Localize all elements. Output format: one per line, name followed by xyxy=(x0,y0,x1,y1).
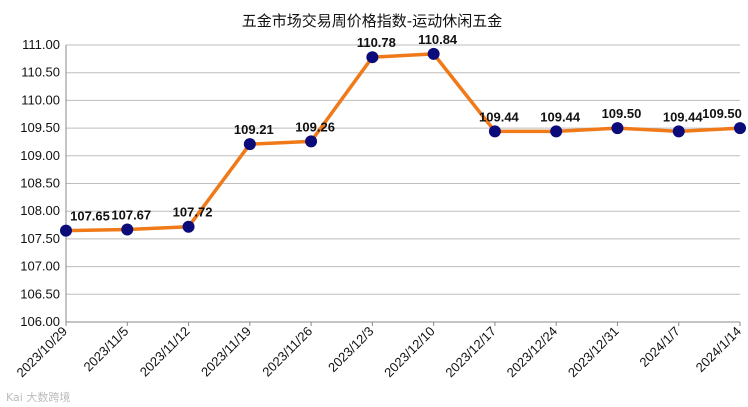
x-tick-label: 2023/12/10 xyxy=(381,324,438,381)
series-line xyxy=(65,52,741,233)
y-tick-label: 106.50 xyxy=(20,286,60,301)
x-tick-label: 2024/1/14 xyxy=(693,324,745,376)
y-tick-label: 110.50 xyxy=(21,65,60,80)
data-label: 107.65 xyxy=(70,209,110,224)
marker-group xyxy=(60,47,746,237)
x-tick-label: 2023/12/3 xyxy=(325,324,377,376)
data-point xyxy=(121,223,134,236)
y-tick-label: 110.00 xyxy=(21,92,60,107)
watermark: Kai 大数跨境 xyxy=(6,390,70,404)
y-tick-label: 106.00 xyxy=(20,314,60,329)
data-point xyxy=(427,47,440,60)
data-label: 110.78 xyxy=(357,35,396,50)
y-tick-label: 108.00 xyxy=(20,203,60,218)
x-tick-labels: 2023/10/29 2023/11/5 2023/11/12 2023/11/19 2… xyxy=(13,324,744,381)
data-label: 110.84 xyxy=(418,32,458,47)
data-point xyxy=(672,125,685,138)
data-label: 107.72 xyxy=(173,205,213,220)
x-tick-label: 2023/11/19 xyxy=(198,324,254,380)
data-label: 107.67 xyxy=(111,207,151,222)
axes xyxy=(65,45,741,326)
x-tick-label: 2023/12/17 xyxy=(442,324,499,381)
series-line-group xyxy=(65,52,741,233)
data-point xyxy=(60,224,72,237)
data-label: 109.44 xyxy=(540,109,581,124)
y-tick-label: 107.50 xyxy=(20,231,60,246)
y-tick-label: 111.00 xyxy=(22,37,60,52)
y-tick-labels: 106.00 106.50 107.00 107.50 108.00 108.50 109.… xyxy=(20,37,60,329)
gridlines xyxy=(66,44,740,323)
data-label: 109.50 xyxy=(702,106,742,121)
x-tick-label: 2024/1/7 xyxy=(636,324,682,370)
y-tick-label: 108.50 xyxy=(20,176,60,191)
data-point xyxy=(734,122,746,135)
x-tick-label: 2023/11/26 xyxy=(259,324,315,380)
x-tick-label: 2023/12/31 xyxy=(565,324,622,381)
y-tick-label: 107.00 xyxy=(20,259,60,274)
x-tick-label: 2023/10/29 xyxy=(13,324,70,381)
data-label: 109.44 xyxy=(479,109,520,124)
x-tick-label: 2023/11/5 xyxy=(81,324,132,375)
chart-title: 五金市场交易周价格指数-运动休闲五金 xyxy=(242,12,502,30)
data-point xyxy=(243,138,256,151)
y-tick-label: 109.50 xyxy=(20,120,60,135)
data-label: 109.44 xyxy=(663,109,704,124)
data-point xyxy=(488,125,501,138)
data-label-group: 107.65 107.67 107.72 109.21 109.26 110.78 110.… xyxy=(70,32,742,224)
data-label: 109.50 xyxy=(602,106,642,121)
data-point xyxy=(305,135,318,148)
data-label: 109.26 xyxy=(295,119,335,134)
data-point xyxy=(611,122,624,135)
x-tick-label: 2023/12/24 xyxy=(504,324,561,381)
data-point xyxy=(366,51,379,64)
data-point xyxy=(182,220,195,233)
data-label: 109.21 xyxy=(234,122,274,137)
x-tick-label: 2023/11/12 xyxy=(137,324,193,380)
y-tick-label: 109.00 xyxy=(20,148,60,163)
data-point xyxy=(550,125,563,138)
